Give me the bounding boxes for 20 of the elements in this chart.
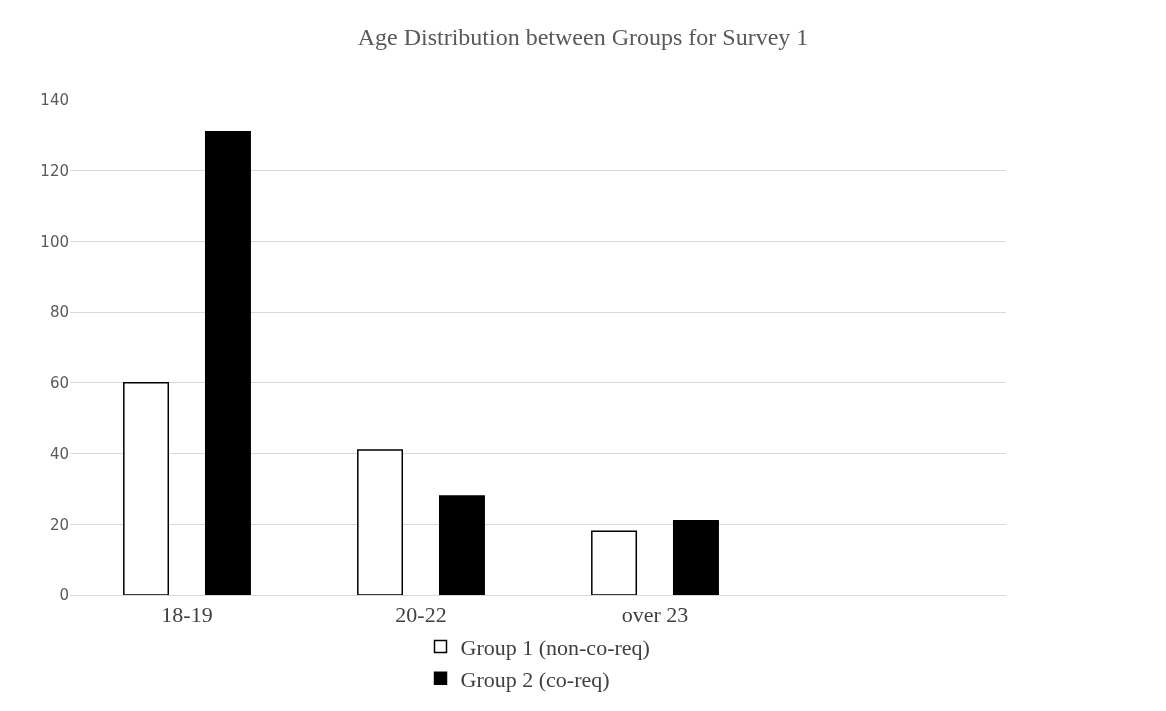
legend-label: Group 1 (non-co-req) bbox=[460, 635, 650, 661]
y-tick-label: 60 bbox=[49, 374, 69, 393]
legend-label: Group 2 (co-req) bbox=[460, 666, 610, 692]
bar bbox=[591, 530, 638, 595]
y-tick-label: 120 bbox=[40, 161, 69, 180]
y-tick-label: 40 bbox=[49, 444, 69, 463]
y-tick-label: 140 bbox=[40, 91, 69, 110]
bar bbox=[672, 520, 719, 595]
x-tick-label: 20-22 bbox=[395, 602, 447, 628]
chart-title: Age Distribution between Groups for Survey 1 bbox=[357, 24, 809, 51]
bar bbox=[204, 131, 251, 595]
y-tick-label: 20 bbox=[49, 515, 69, 534]
y-tick-label: 80 bbox=[49, 303, 69, 322]
bar bbox=[438, 495, 485, 595]
bar bbox=[357, 449, 404, 595]
y-tick-label: 0 bbox=[59, 586, 69, 605]
x-tick-label: over 23 bbox=[621, 602, 689, 628]
bar bbox=[123, 382, 170, 595]
y-tick-label: 100 bbox=[40, 232, 69, 251]
x-tick-label: 18-19 bbox=[161, 602, 213, 628]
